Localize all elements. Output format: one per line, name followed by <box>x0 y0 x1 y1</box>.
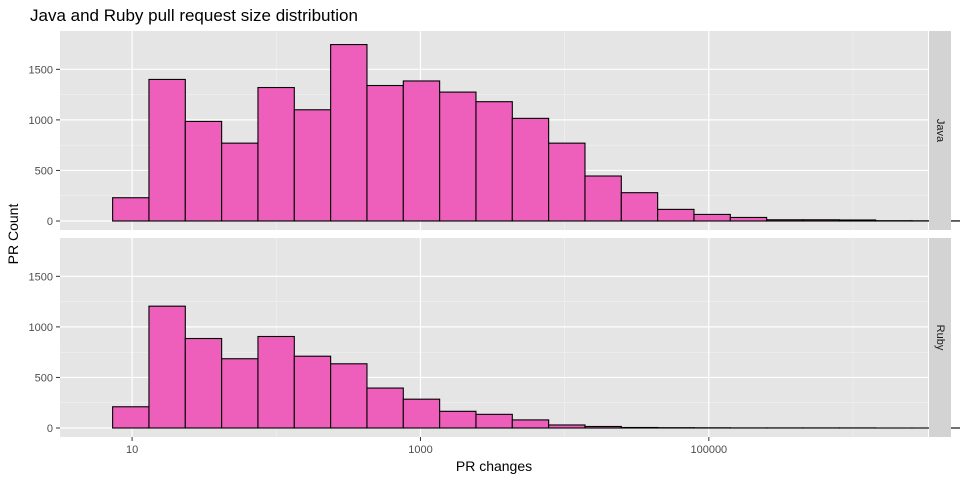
histogram-bar <box>476 102 512 221</box>
histogram-bar <box>549 425 585 428</box>
histogram-bar <box>512 420 548 428</box>
y-tick-label: 0 <box>47 423 53 435</box>
histogram-bar <box>331 45 367 221</box>
histogram-bar <box>621 427 657 428</box>
y-tick-label: 500 <box>35 372 53 384</box>
facet-label: Java <box>934 119 946 143</box>
histogram-bar <box>113 198 149 221</box>
facet-panel-ruby: 0 500 1000 1500 Ruby <box>0 238 960 437</box>
histogram-bar <box>767 220 803 221</box>
x-axis-title: PR changes <box>456 458 532 474</box>
histogram-bar <box>258 336 294 428</box>
histogram-bar <box>367 86 403 221</box>
y-tick-label: 500 <box>35 165 53 177</box>
y-tick-label: 1000 <box>29 115 53 127</box>
histogram-bar <box>839 220 875 221</box>
histogram-bar <box>222 359 258 428</box>
histogram-bar <box>294 110 330 221</box>
histogram-bar <box>512 118 548 221</box>
histogram-bar <box>476 414 512 428</box>
histogram-bar <box>222 143 258 221</box>
y-tick-label: 0 <box>47 216 53 228</box>
x-tick-label: 1000 <box>408 444 432 456</box>
y-tick-label: 1500 <box>29 271 53 283</box>
y-axis-title: PR Count <box>5 204 21 265</box>
histogram-bar <box>185 121 221 221</box>
histogram-bar <box>440 92 476 221</box>
y-tick-label: 1000 <box>29 322 53 334</box>
histogram-bar <box>403 81 439 221</box>
histogram-bar <box>113 407 149 428</box>
histogram-bar <box>694 214 730 221</box>
histogram-bar <box>367 388 403 428</box>
histogram-bar <box>658 209 694 221</box>
chart-title: Java and Ruby pull request size distribu… <box>30 6 358 25</box>
histogram-bar <box>331 364 367 428</box>
y-tick-label: 1500 <box>29 64 53 76</box>
histogram-bar <box>549 143 585 221</box>
facet-panel-java: 0 500 1000 1500 Java <box>0 31 960 230</box>
histogram-bar <box>403 399 439 428</box>
facet-label: Ruby <box>934 325 946 351</box>
histogram-bar <box>258 88 294 221</box>
histogram-bar <box>440 411 476 428</box>
histogram-bar <box>185 339 221 428</box>
x-tick-label: 100000 <box>690 444 727 456</box>
histogram-bar <box>585 426 621 428</box>
histogram-bar <box>621 193 657 221</box>
histogram-bar <box>149 306 185 428</box>
histogram-bar <box>803 220 839 221</box>
histogram-bar <box>585 176 621 221</box>
histogram-bar <box>294 356 330 428</box>
histogram-bar <box>149 79 185 221</box>
x-tick-label: 10 <box>126 444 138 456</box>
histogram-bar <box>730 217 766 221</box>
